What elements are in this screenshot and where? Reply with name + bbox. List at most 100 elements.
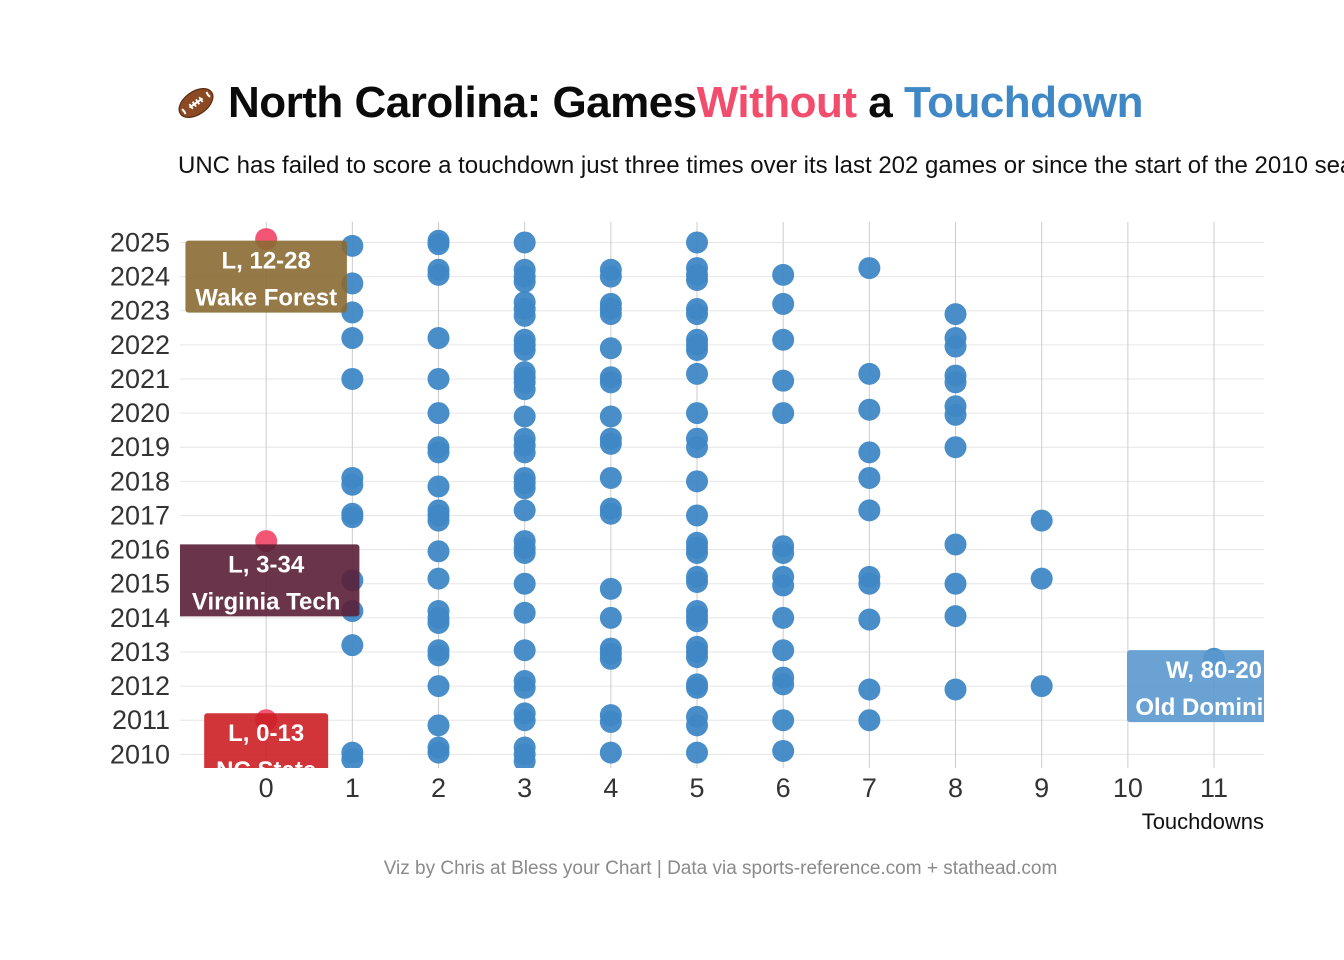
game-point-23 xyxy=(427,475,450,498)
y-tick-label-2018: 2018 xyxy=(110,466,170,496)
title-word-without: Without xyxy=(696,78,857,127)
label-virginia-tech: L, 3-34 Virginia Tech xyxy=(180,544,360,617)
x-tick-label-6: 6 xyxy=(776,773,791,803)
x-tick-label-8: 8 xyxy=(948,773,963,803)
game-point-59 xyxy=(513,499,536,522)
y-tick-label-2011: 2011 xyxy=(112,705,170,735)
x-axis-title: Touchdowns xyxy=(1142,809,1264,834)
game-point-13 xyxy=(341,748,364,768)
label-virginia-tech-score: L, 3-34 xyxy=(228,551,305,578)
game-point-98 xyxy=(686,269,709,292)
game-point-134 xyxy=(772,574,795,597)
y-tick-label-2025: 2025 xyxy=(110,227,170,257)
game-point-44 xyxy=(513,304,536,327)
game-point-144 xyxy=(858,441,881,464)
game-point-77 xyxy=(599,303,622,326)
game-point-94 xyxy=(599,741,622,764)
game-point-11 xyxy=(341,634,364,657)
game-point-38 xyxy=(513,231,536,254)
x-tick-label-4: 4 xyxy=(603,773,618,803)
y-tick-label-2014: 2014 xyxy=(110,603,170,633)
game-point-128 xyxy=(772,328,795,351)
y-tick-label-2013: 2013 xyxy=(110,637,170,667)
game-point-63 xyxy=(513,572,536,595)
label-nc-state: L, 0-13 NC State xyxy=(204,713,329,784)
game-point-141 xyxy=(858,257,881,280)
game-point-161 xyxy=(944,572,967,595)
game-point-18 xyxy=(427,327,450,350)
x-tick-label-7: 7 xyxy=(862,773,877,803)
game-point-143 xyxy=(858,398,881,421)
game-point-74 xyxy=(599,265,622,288)
game-point-91 xyxy=(599,647,622,670)
game-point-81 xyxy=(599,405,622,428)
game-point-140 xyxy=(772,739,795,762)
label-nc-state-box xyxy=(204,713,329,768)
game-point-47 xyxy=(513,338,536,361)
game-point-6 xyxy=(341,473,364,496)
game-point-34 xyxy=(427,675,450,698)
game-point-165 xyxy=(1030,567,1053,590)
game-point-19 xyxy=(427,367,450,390)
data-points xyxy=(255,228,1226,768)
title-word-touchdown: Touchdown xyxy=(903,78,1144,127)
label-nc-state-score: L, 0-13 xyxy=(228,720,304,747)
game-point-164 xyxy=(1030,509,1053,532)
game-point-51 xyxy=(513,378,536,401)
game-point-149 xyxy=(858,608,881,631)
y-tick-label-2024: 2024 xyxy=(110,262,170,292)
title-middle: a xyxy=(856,78,904,127)
game-point-135 xyxy=(772,606,795,629)
game-point-86 xyxy=(599,502,622,525)
game-point-104 xyxy=(686,362,709,385)
title-prefix: North Carolina: Games xyxy=(228,78,697,127)
game-point-83 xyxy=(599,432,622,455)
game-point-154 xyxy=(944,335,967,358)
x-tick-label-2: 2 xyxy=(431,773,446,803)
game-point-33 xyxy=(427,644,450,667)
game-point-52 xyxy=(513,405,536,428)
label-nc-state-opponent: NC State xyxy=(216,757,316,784)
label-wake-forest-score: L, 12-28 xyxy=(221,248,310,275)
game-point-55 xyxy=(513,441,536,464)
game-point-127 xyxy=(772,292,795,315)
game-point-8 xyxy=(341,506,364,529)
y-tick-label-2020: 2020 xyxy=(110,398,170,428)
game-point-145 xyxy=(858,466,881,489)
y-tick-label-2019: 2019 xyxy=(110,432,170,462)
game-point-156 xyxy=(944,371,967,394)
game-point-88 xyxy=(599,606,622,629)
game-point-125 xyxy=(686,741,709,764)
game-point-152 xyxy=(944,303,967,326)
game-point-87 xyxy=(599,577,622,600)
game-point-31 xyxy=(427,611,450,634)
chart-title: North Carolina: Games Without a Touchdow… xyxy=(176,78,1144,128)
game-point-100 xyxy=(686,303,709,326)
game-point-27 xyxy=(427,540,450,563)
game-point-112 xyxy=(686,542,709,565)
football-icon xyxy=(178,87,214,119)
game-point-28 xyxy=(427,567,450,590)
x-tick-label-0: 0 xyxy=(259,773,274,803)
game-point-64 xyxy=(513,601,536,624)
game-point-109 xyxy=(686,504,709,527)
game-point-103 xyxy=(686,338,709,361)
game-point-158 xyxy=(944,403,967,426)
x-axis: 0 1 2 3 4 5 6 7 8 9 10 11 xyxy=(259,773,1228,803)
x-tick-label-1: 1 xyxy=(345,773,360,803)
label-wake-forest-box xyxy=(185,240,347,313)
game-point-107 xyxy=(686,436,709,459)
x-tick-label-3: 3 xyxy=(517,773,532,803)
y-tick-label-2023: 2023 xyxy=(110,296,170,326)
game-point-26 xyxy=(427,509,450,532)
y-tick-label-2017: 2017 xyxy=(110,500,170,530)
game-point-41 xyxy=(513,270,536,293)
game-point-163 xyxy=(944,678,967,701)
y-tick-label-2015: 2015 xyxy=(110,569,170,599)
label-old-dominion: W, 80-20 Old Dominion xyxy=(1127,650,1264,723)
game-point-105 xyxy=(686,402,709,425)
game-point-37 xyxy=(427,741,450,764)
game-point-67 xyxy=(513,676,536,699)
label-old-dominion-score: W, 80-20 xyxy=(1166,657,1262,684)
